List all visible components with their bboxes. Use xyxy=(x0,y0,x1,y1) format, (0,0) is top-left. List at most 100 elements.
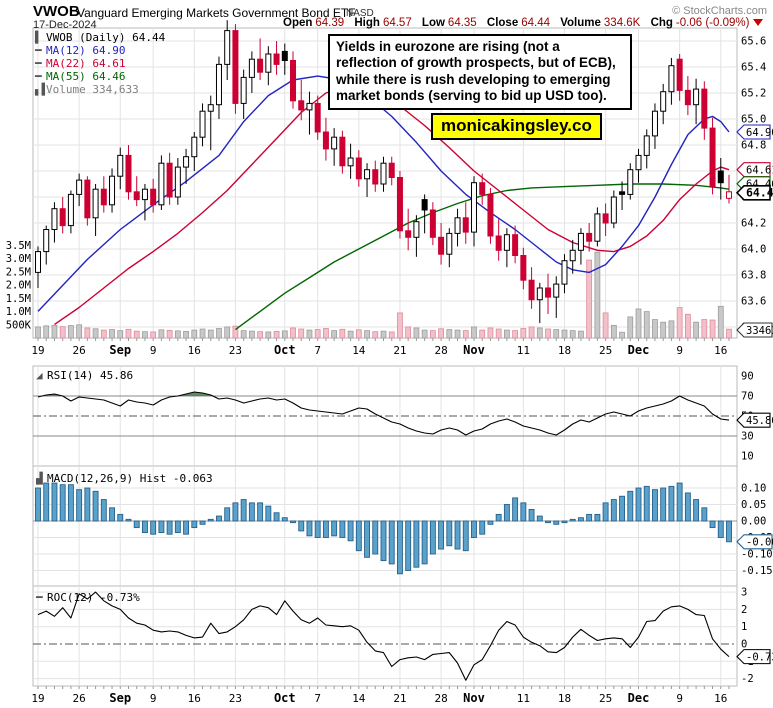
volume-bar xyxy=(191,329,198,339)
volume-bar xyxy=(240,330,247,339)
candle xyxy=(322,131,329,150)
macd-bar xyxy=(652,489,658,522)
candle xyxy=(726,191,732,199)
volume-value: 334.6K xyxy=(603,17,641,29)
candle xyxy=(109,175,116,206)
volume-bar xyxy=(397,312,403,339)
ma12-callout-label: 64.90 xyxy=(746,127,773,139)
candle xyxy=(133,191,140,201)
volume-bar xyxy=(76,324,83,339)
volume-bar xyxy=(668,320,675,339)
volume-axis-label: 2.5M xyxy=(6,266,31,278)
volume-bar xyxy=(249,330,255,339)
volume-bar xyxy=(512,330,518,339)
volume-bar xyxy=(536,327,543,339)
x-axis-label-bottom: 18 xyxy=(558,692,571,705)
volume-bar xyxy=(561,329,568,339)
macd-bar xyxy=(512,497,519,522)
candle xyxy=(619,191,626,195)
candle xyxy=(257,58,264,73)
roc-line xyxy=(37,591,730,681)
macd-bar xyxy=(166,520,173,535)
low-value: 64.35 xyxy=(447,17,477,29)
volume-bar xyxy=(273,331,280,339)
macd-bar xyxy=(183,520,190,535)
price-axis-label: 64.2 xyxy=(741,218,766,230)
volume-bar xyxy=(578,330,584,339)
volume-bar xyxy=(158,329,165,339)
macd-bar xyxy=(331,520,338,537)
x-axis-label: 9 xyxy=(150,344,157,357)
volume-axis-label: 500K xyxy=(6,319,32,331)
macd-bar xyxy=(693,499,700,522)
macd-bar xyxy=(545,520,551,524)
x-axis-label-bottom: 16 xyxy=(188,692,201,705)
candle xyxy=(536,287,543,301)
candle xyxy=(479,182,486,195)
candle xyxy=(207,104,214,112)
x-axis-label-bottom: 25 xyxy=(599,692,612,705)
macd-bar xyxy=(216,515,222,522)
rsi-callout-label: 45.86 xyxy=(746,415,773,427)
x-axis-label-bottom: 28 xyxy=(434,692,447,705)
rsi-overbought-fill xyxy=(42,394,63,396)
candle xyxy=(429,209,436,238)
volume-bar xyxy=(701,319,708,339)
macd-bar xyxy=(635,487,642,522)
macd-bar xyxy=(643,485,650,522)
macd-bar xyxy=(610,499,617,522)
macd-bar xyxy=(660,487,667,522)
candle xyxy=(693,88,700,106)
x-axis-label-bottom: Nov xyxy=(463,691,485,705)
volume-axis-label: 1.0M xyxy=(6,306,31,318)
macd-bar xyxy=(43,482,50,522)
candle xyxy=(553,283,560,298)
ma12-line xyxy=(37,75,730,312)
candle xyxy=(76,179,83,195)
volume-bar xyxy=(643,311,650,339)
volume-bar xyxy=(109,329,115,339)
volume-axis-label: 2.0M xyxy=(6,280,31,292)
volume-bar xyxy=(635,308,642,339)
open-label: Open xyxy=(283,17,313,29)
candle xyxy=(520,255,527,281)
price-axis-label: 65.0 xyxy=(741,114,766,126)
macd-bar xyxy=(479,520,486,535)
x-axis-label-bottom: 9 xyxy=(150,692,157,705)
volume-bar xyxy=(183,331,189,339)
candle xyxy=(43,229,50,253)
candle xyxy=(331,136,338,150)
x-axis-label: 21 xyxy=(393,344,406,357)
macd-bar xyxy=(51,482,58,522)
volume-bar xyxy=(446,329,453,339)
macd-bar xyxy=(602,502,609,522)
volume-bar xyxy=(150,331,157,339)
volume-bar xyxy=(726,328,732,339)
ma55-line xyxy=(234,183,730,331)
macd-bar xyxy=(569,518,576,522)
candle xyxy=(586,232,593,242)
site-banner[interactable]: monicakingsley.co xyxy=(431,113,602,140)
candle xyxy=(298,100,305,111)
macd-bar xyxy=(454,520,461,550)
macd-callout xyxy=(736,534,773,550)
stockcharts-copyright[interactable]: © StockCharts.com xyxy=(672,5,767,17)
macd-bar xyxy=(619,495,626,522)
volume-bar xyxy=(709,319,716,339)
macd-bar xyxy=(298,520,305,532)
change-down-triangle-icon xyxy=(753,19,764,26)
price-axis-label: 65.4 xyxy=(741,62,766,74)
volume-bar xyxy=(290,327,296,339)
macd-bar xyxy=(495,513,502,522)
candle xyxy=(240,76,247,104)
volume-bar xyxy=(355,329,362,339)
ticker-symbol: VWOB xyxy=(33,3,80,20)
macd-bar xyxy=(487,520,494,525)
macd-bar xyxy=(158,520,165,534)
price-axis-label: 65.6 xyxy=(741,36,766,48)
rsi-axis-label: 30 xyxy=(741,431,754,443)
candle xyxy=(265,53,272,73)
volume-callout xyxy=(736,322,773,338)
roc-callout-label: -0.73 xyxy=(746,651,773,663)
volume-bar xyxy=(323,328,329,339)
